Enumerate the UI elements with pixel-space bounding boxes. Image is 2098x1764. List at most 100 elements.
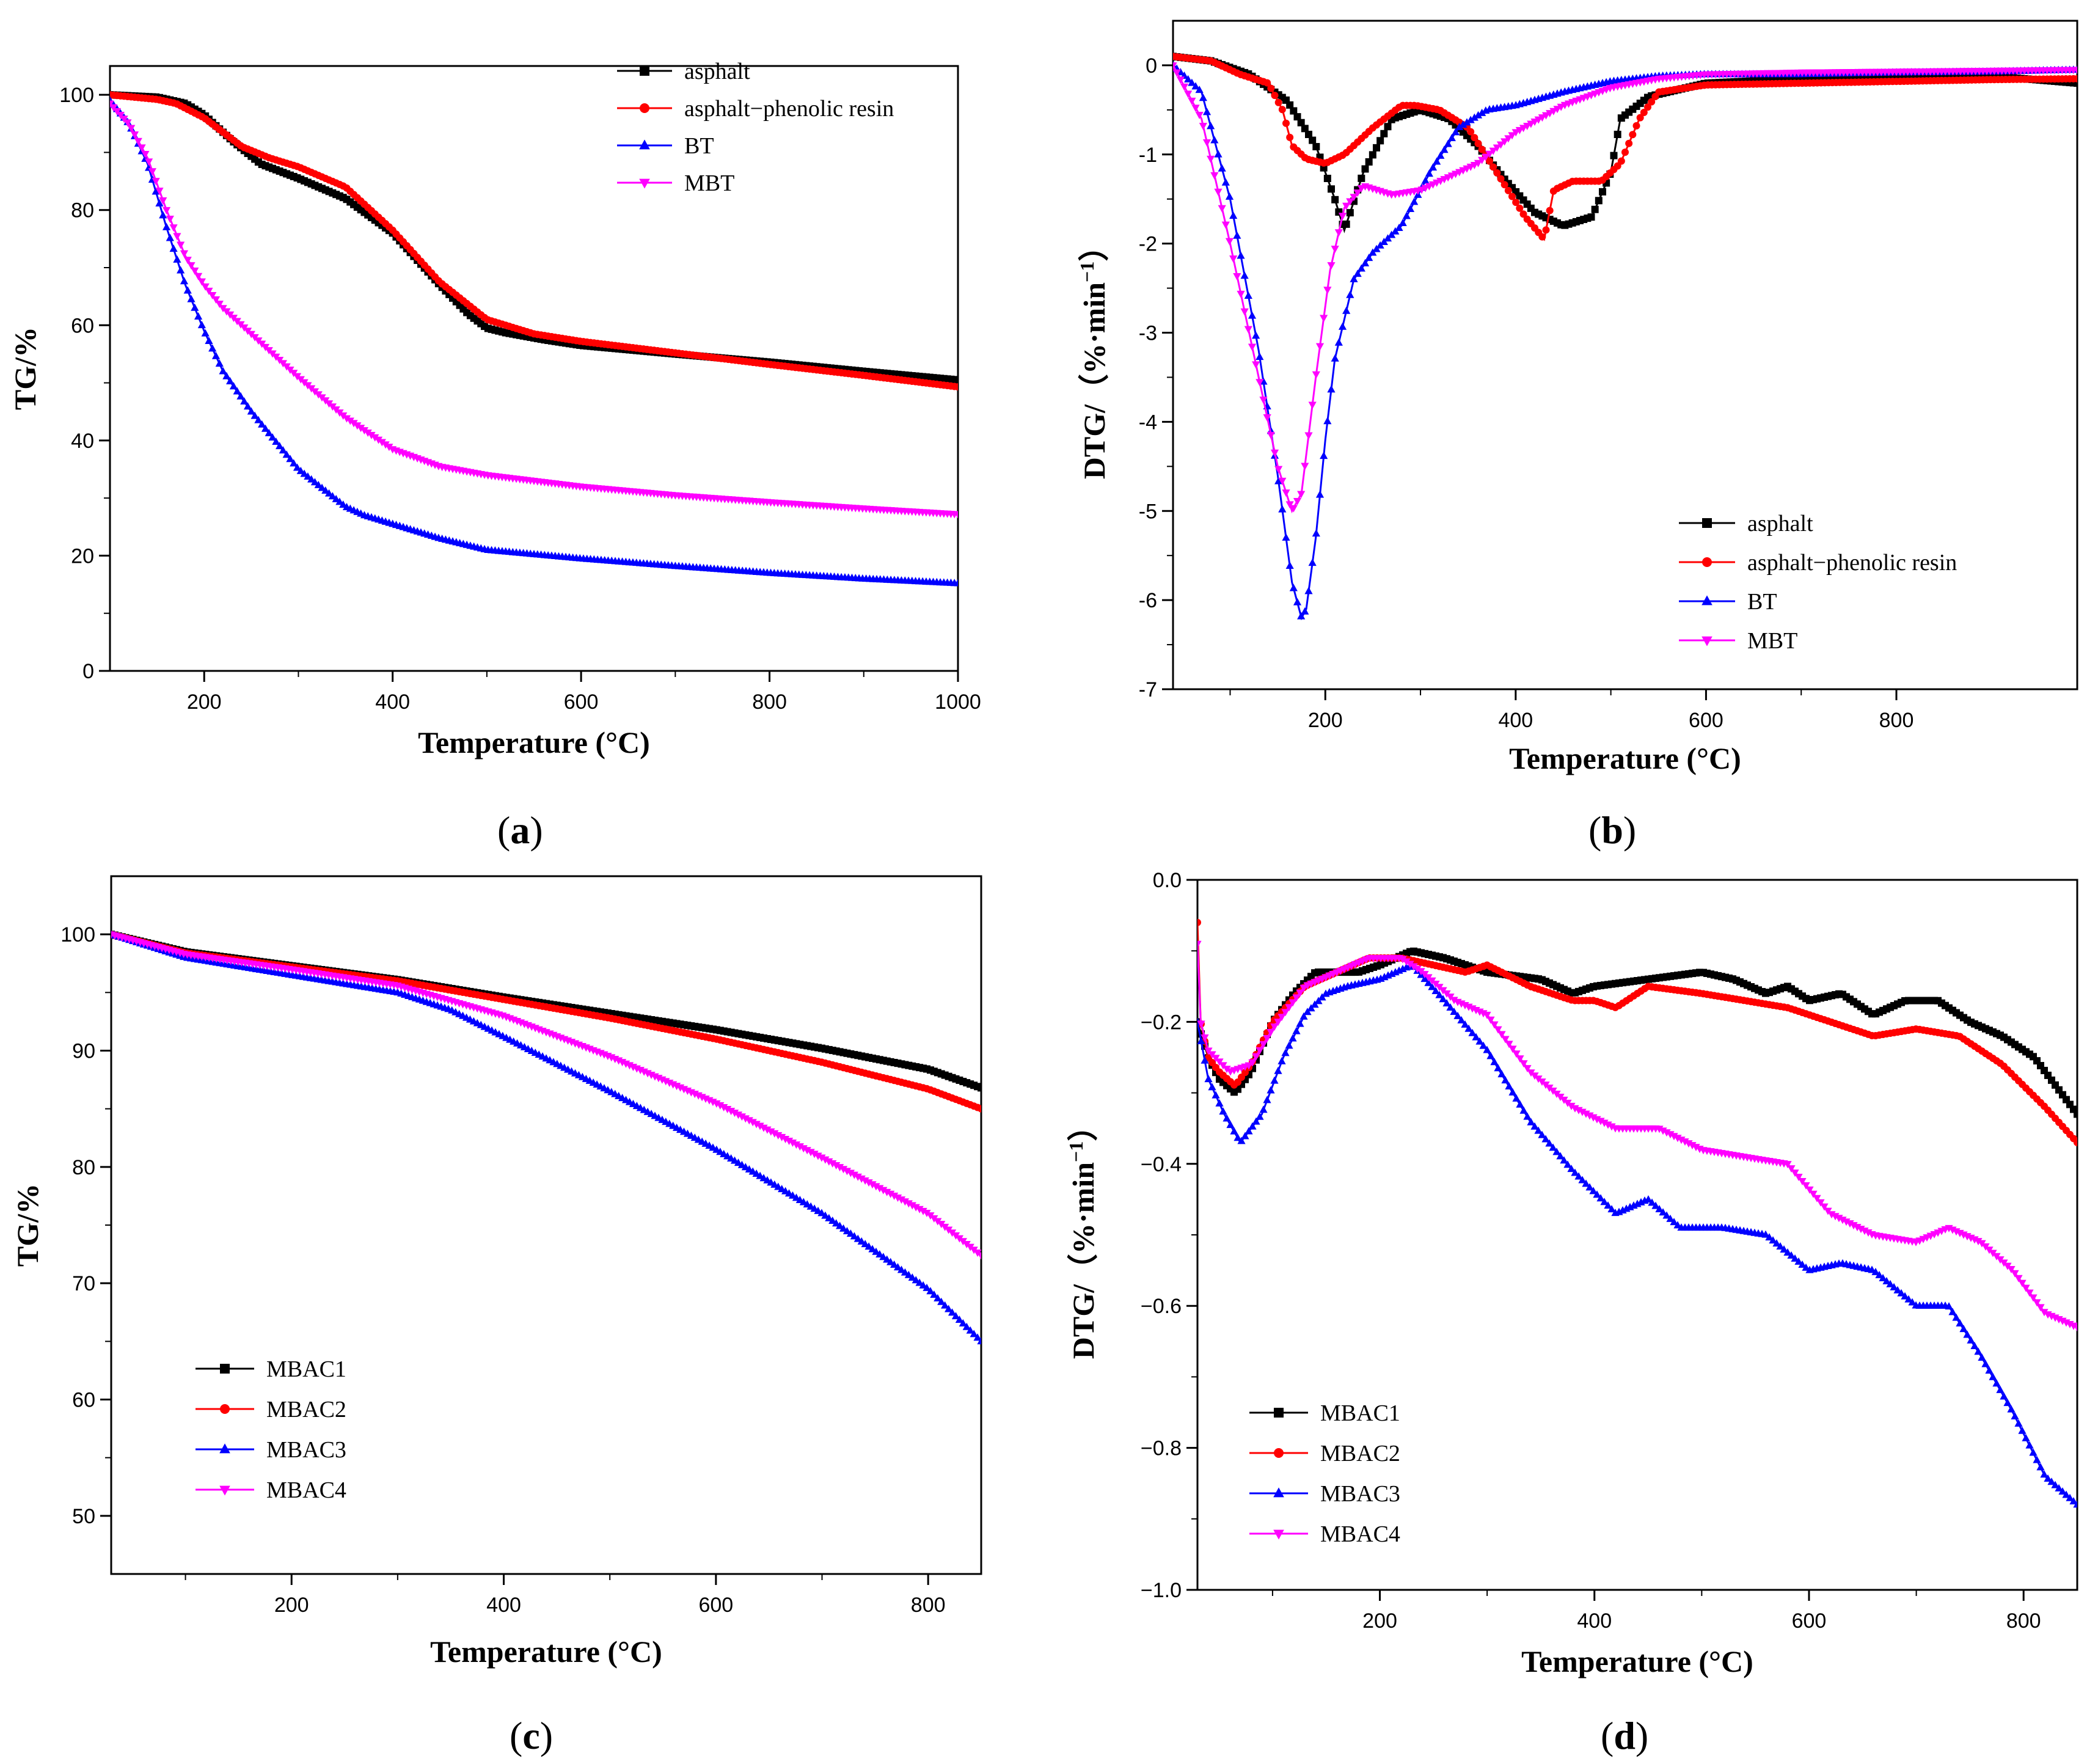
- data-point: [1278, 505, 1287, 513]
- data-point: [1286, 133, 1294, 141]
- data-point: [1241, 1132, 1249, 1140]
- data-point: [2014, 1419, 2023, 1427]
- series-line: [110, 103, 958, 515]
- data-point: [951, 1232, 960, 1240]
- legend-marker: [1274, 1448, 1284, 1458]
- data-point: [966, 1243, 974, 1251]
- data-point: [1666, 1214, 1675, 1222]
- data-point: [282, 450, 291, 458]
- data-point: [1519, 210, 1527, 218]
- data-point: [293, 463, 302, 471]
- data-point: [1274, 477, 1283, 485]
- data-point: [1791, 1254, 1799, 1262]
- data-point: [2033, 1455, 2041, 1463]
- data-point: [1809, 1190, 1818, 1198]
- data-point: [194, 273, 203, 280]
- data-point: [915, 1278, 924, 1286]
- data-point: [1277, 1056, 1286, 1064]
- data-point: [335, 497, 344, 505]
- data-point: [1256, 1047, 1264, 1055]
- data-point: [1875, 1270, 1884, 1278]
- data-point: [1486, 1052, 1495, 1059]
- data-point: [2073, 67, 2077, 75]
- data-point: [1350, 194, 1358, 202]
- data-point: [778, 1133, 786, 1141]
- data-point: [1591, 205, 1599, 213]
- legend-label: BT: [1747, 589, 1777, 615]
- data-point: [1361, 165, 1369, 173]
- data-point: [2011, 1270, 2019, 1278]
- data-point: [1862, 73, 1870, 81]
- series-line: [1173, 64, 2077, 621]
- data-point: [276, 442, 284, 450]
- x-tick-label: 400: [1498, 709, 1533, 732]
- data-point: [752, 1121, 761, 1129]
- panel-label-letter: a: [510, 808, 530, 852]
- data-point: [1787, 1165, 1796, 1173]
- data-point: [1440, 145, 1449, 153]
- y-tick-label: -5: [1139, 500, 1157, 523]
- data-point: [1248, 343, 1257, 351]
- data-point: [1323, 175, 1331, 183]
- y-tick-label: −0.2: [1141, 1011, 1182, 1034]
- data-point: [2018, 1279, 2027, 1287]
- data-point: [1278, 106, 1286, 114]
- data-point: [1256, 353, 1264, 360]
- data-point: [2040, 1470, 2049, 1478]
- data-point: [1312, 371, 1320, 379]
- data-point: [1245, 1127, 1253, 1135]
- data-point: [233, 387, 241, 395]
- data-point: [1282, 119, 1290, 127]
- data-point: [1585, 1183, 1594, 1191]
- data-point: [1398, 219, 1407, 227]
- data-point: [919, 1281, 927, 1289]
- data-point: [1783, 1248, 1792, 1256]
- data-point: [941, 1223, 949, 1231]
- data-point: [1346, 198, 1354, 206]
- y-tick-label: 80: [72, 1156, 95, 1179]
- data-point: [1501, 1036, 1510, 1044]
- data-point: [1851, 73, 1859, 81]
- data-point: [1285, 1004, 1293, 1012]
- data-point: [1259, 1105, 1268, 1113]
- data-point: [1587, 213, 1595, 221]
- data-point: [1191, 82, 1200, 90]
- data-point: [1409, 963, 1418, 971]
- data-point: [1475, 1037, 1484, 1045]
- data-point: [1195, 111, 1204, 119]
- data-point: [349, 420, 358, 428]
- data-point: [1783, 1161, 1792, 1169]
- data-point: [1244, 291, 1252, 299]
- data-point: [763, 1126, 772, 1134]
- data-point: [767, 1128, 775, 1136]
- panel-label: (d): [1601, 1714, 1648, 1757]
- data-point: [1202, 108, 1212, 115]
- data-point: [1870, 73, 1877, 81]
- data-point: [2007, 1265, 2016, 1273]
- data-point: [318, 483, 326, 491]
- data-point: [1523, 1112, 1532, 1120]
- legend-item: MBAC2: [196, 1397, 346, 1422]
- data-point: [1794, 1174, 1803, 1182]
- legend-item: MBT: [617, 170, 734, 196]
- data-point: [1233, 273, 1241, 281]
- data-point: [1361, 258, 1370, 266]
- data-point: [1798, 1177, 1807, 1185]
- data-point: [1197, 1036, 1205, 1044]
- data-point: [883, 1188, 891, 1196]
- data-point: [1197, 918, 1201, 926]
- data-point: [1328, 185, 1335, 193]
- data-point: [1901, 1292, 1909, 1300]
- panel-label-letter: c: [522, 1714, 539, 1757]
- data-point: [1274, 1066, 1282, 1074]
- data-point: [966, 1326, 974, 1334]
- data-point: [1780, 1245, 1788, 1253]
- data-point: [1237, 251, 1245, 259]
- data-point: [1353, 269, 1362, 277]
- data-point: [875, 1250, 884, 1257]
- x-tick-label: 200: [187, 690, 222, 714]
- data-point: [1648, 1198, 1656, 1206]
- data-point: [1468, 1028, 1477, 1036]
- data-point: [1277, 1014, 1286, 1022]
- data-point: [1297, 612, 1306, 620]
